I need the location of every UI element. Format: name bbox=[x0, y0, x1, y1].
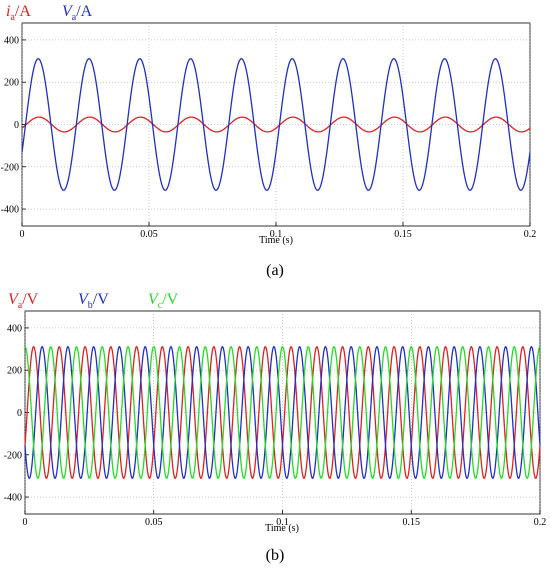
x-tick-label: 0.15 bbox=[394, 229, 412, 240]
y-tick-label: 200 bbox=[4, 78, 19, 89]
series-line-ia-a bbox=[21, 116, 531, 133]
legend-item-vc: Vc/V bbox=[148, 291, 179, 311]
y-tick-label: 0 bbox=[17, 408, 22, 419]
legend-subscript: a bbox=[10, 12, 15, 23]
legend-var: V bbox=[148, 291, 160, 308]
legend-a: ia/A Va/A bbox=[6, 3, 93, 23]
series-group-b bbox=[24, 345, 541, 480]
legend-var: V bbox=[78, 291, 90, 308]
y-tick-label: 200 bbox=[7, 366, 22, 377]
legend-var: V bbox=[62, 3, 74, 20]
y-tick-label: 400 bbox=[4, 35, 19, 46]
legend-var: V bbox=[8, 291, 20, 308]
legend-item-ia: ia/A bbox=[6, 3, 31, 23]
legend-unit: /V bbox=[162, 291, 178, 308]
x-tick-label: 0 bbox=[20, 229, 25, 240]
x-tick-label: 0.15 bbox=[403, 517, 421, 528]
y-tick-label: -400 bbox=[4, 493, 22, 504]
x-tick-label: 0.05 bbox=[140, 229, 158, 240]
legend-subscript: c bbox=[158, 300, 163, 311]
legend-var: i bbox=[6, 3, 10, 20]
y-tick-label: -400 bbox=[1, 205, 19, 216]
x-tick-label: 0.2 bbox=[524, 229, 537, 240]
x-axis-a: 0 0.05 0.1 0.15 0.2 bbox=[20, 222, 537, 240]
panel-label-b: (b) bbox=[266, 547, 285, 564]
legend-subscript: b bbox=[88, 300, 93, 311]
legend-item-vb: Vb/V bbox=[78, 291, 109, 311]
x-tick-label: 0.1 bbox=[276, 517, 289, 528]
x-axis-label-a: Time (s) bbox=[259, 235, 293, 246]
y-tick-label: 0 bbox=[14, 120, 19, 131]
legend-item-va: Va/A bbox=[62, 3, 93, 23]
legend-unit: /A bbox=[76, 3, 92, 20]
legend-unit: /V bbox=[22, 291, 38, 308]
x-tick-label: 0 bbox=[23, 517, 28, 528]
y-axis-b: 400 200 0 -200 -400 bbox=[4, 323, 29, 504]
y-tick-label: -200 bbox=[1, 162, 19, 173]
y-tick-label: -200 bbox=[4, 450, 22, 461]
x-axis-label-b: Time (s) bbox=[265, 523, 299, 534]
legend-unit: /A bbox=[15, 3, 31, 20]
x-axis-b: 0 0.05 0.1 0.15 0.2 bbox=[23, 510, 547, 528]
legend-b: Va/V Vb/V Vc/V bbox=[8, 291, 179, 311]
legend-subscript: a bbox=[72, 12, 77, 23]
x-tick-label: 0.1 bbox=[270, 229, 283, 240]
y-tick-label: 400 bbox=[7, 323, 22, 334]
grid-b bbox=[24, 311, 541, 514]
grid-a bbox=[21, 23, 531, 226]
legend-item-va: Va/V bbox=[8, 291, 39, 311]
panel-label-a: (a) bbox=[266, 262, 284, 279]
series-line-vc-b bbox=[24, 345, 541, 480]
x-tick-label: 0.2 bbox=[534, 517, 547, 528]
series-group-a bbox=[21, 58, 531, 191]
x-tick-label: 0.05 bbox=[145, 517, 163, 528]
legend-subscript: a bbox=[18, 300, 23, 311]
series-line-va-a bbox=[21, 58, 531, 191]
legend-unit: /V bbox=[93, 291, 109, 308]
